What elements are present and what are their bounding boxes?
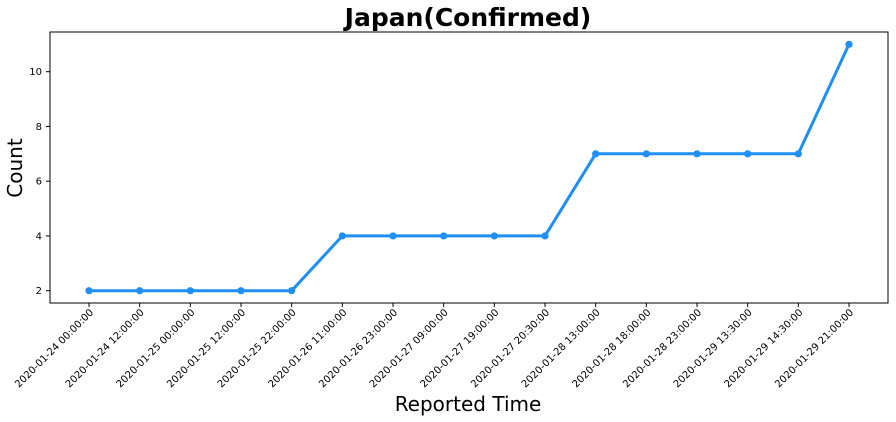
data-point [338, 232, 346, 240]
data-point [136, 287, 144, 295]
y-tick-label: 6 [36, 177, 42, 188]
series-line [87, 42, 851, 293]
data-point [845, 40, 853, 48]
chart-title: Japan(Confirmed) [343, 3, 592, 32]
data-point [794, 150, 802, 158]
y-tick-label: 4 [36, 231, 42, 242]
data-point [541, 232, 549, 240]
data-point [592, 150, 600, 158]
data-point [186, 287, 194, 295]
plot-area-frame [49, 31, 889, 304]
y-axis-label: Count [3, 138, 27, 198]
data-point [440, 232, 448, 240]
data-point [288, 287, 296, 295]
data-point [693, 150, 701, 158]
y-axis: 2 4 6 8 10 [29, 67, 50, 297]
data-points [85, 40, 853, 295]
data-point [744, 150, 752, 158]
y-tick-label: 8 [36, 122, 42, 133]
data-point [237, 287, 245, 295]
y-tick-label: 2 [36, 286, 42, 297]
data-point [642, 150, 650, 158]
y-tick-label: 10 [29, 67, 42, 78]
data-point [389, 232, 397, 240]
data-point [85, 287, 93, 295]
data-point [490, 232, 498, 240]
x-axis-label: Reported Time [395, 392, 542, 416]
